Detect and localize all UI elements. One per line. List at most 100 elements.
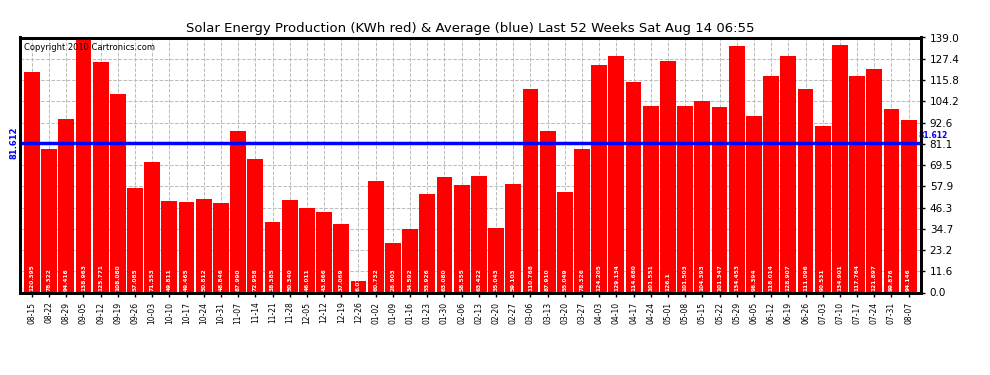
- Text: 126.1: 126.1: [665, 272, 670, 291]
- Bar: [815, 126, 831, 292]
- Bar: [832, 45, 847, 292]
- Text: 55.049: 55.049: [562, 268, 567, 291]
- Bar: [798, 89, 814, 292]
- Bar: [127, 188, 143, 292]
- Bar: [694, 101, 710, 292]
- Text: 87.990: 87.990: [236, 268, 241, 291]
- Bar: [574, 149, 590, 292]
- Bar: [505, 184, 521, 292]
- Text: 49.465: 49.465: [184, 268, 189, 291]
- Text: 34.592: 34.592: [408, 268, 413, 291]
- Text: 71.353: 71.353: [149, 268, 154, 291]
- Bar: [746, 116, 762, 292]
- Bar: [609, 56, 625, 292]
- Bar: [901, 120, 917, 292]
- Bar: [883, 109, 899, 292]
- Bar: [402, 229, 418, 292]
- Bar: [367, 181, 383, 292]
- Text: 104.393: 104.393: [700, 264, 705, 291]
- Bar: [437, 177, 452, 292]
- Bar: [42, 149, 57, 292]
- Text: Copyright 2010 Cartronics.com: Copyright 2010 Cartronics.com: [25, 43, 155, 52]
- Text: 78.326: 78.326: [579, 268, 584, 291]
- Bar: [540, 131, 555, 292]
- Bar: [282, 200, 298, 292]
- Bar: [264, 222, 280, 292]
- Bar: [557, 192, 573, 292]
- Bar: [660, 61, 676, 292]
- Text: 26.803: 26.803: [390, 268, 395, 291]
- Bar: [196, 199, 212, 292]
- Bar: [677, 106, 693, 292]
- Bar: [729, 46, 744, 292]
- Text: 81.612: 81.612: [9, 126, 18, 159]
- Bar: [178, 202, 194, 292]
- Bar: [161, 201, 177, 292]
- Text: 63.422: 63.422: [476, 268, 481, 291]
- Text: 50.340: 50.340: [287, 268, 292, 291]
- Text: 114.680: 114.680: [631, 264, 637, 291]
- Bar: [523, 89, 539, 292]
- Bar: [58, 119, 74, 292]
- Text: 125.771: 125.771: [98, 264, 103, 291]
- Text: 121.897: 121.897: [872, 264, 877, 291]
- Text: 118.014: 118.014: [768, 264, 773, 291]
- Text: 110.768: 110.768: [528, 264, 533, 291]
- Text: 94.146: 94.146: [906, 268, 911, 291]
- Bar: [780, 56, 796, 292]
- Text: 128.907: 128.907: [786, 264, 791, 291]
- Bar: [145, 162, 160, 292]
- Bar: [471, 176, 487, 292]
- Text: 134.901: 134.901: [838, 264, 842, 291]
- Bar: [213, 203, 229, 292]
- Bar: [420, 194, 436, 292]
- Text: 46.011: 46.011: [304, 268, 310, 291]
- Bar: [110, 94, 126, 292]
- Bar: [248, 159, 263, 292]
- Text: 124.205: 124.205: [597, 264, 602, 291]
- Text: 81.612: 81.612: [918, 131, 947, 140]
- Text: 59.103: 59.103: [511, 268, 516, 291]
- Text: 101.503: 101.503: [683, 264, 688, 291]
- Text: 101.347: 101.347: [717, 264, 722, 291]
- Text: 6.079: 6.079: [356, 272, 361, 291]
- Text: 63.080: 63.080: [442, 268, 446, 291]
- Bar: [453, 185, 469, 292]
- Text: 72.958: 72.958: [252, 268, 257, 291]
- Text: 99.876: 99.876: [889, 268, 894, 291]
- Bar: [591, 64, 607, 292]
- Text: 108.080: 108.080: [115, 264, 121, 291]
- Text: 58.555: 58.555: [459, 268, 464, 291]
- Bar: [643, 106, 658, 292]
- Bar: [626, 82, 642, 292]
- Text: 87.910: 87.910: [545, 268, 550, 291]
- Bar: [488, 228, 504, 292]
- Bar: [231, 131, 247, 292]
- Text: 60.732: 60.732: [373, 268, 378, 291]
- Text: 129.134: 129.134: [614, 264, 619, 291]
- Bar: [75, 38, 91, 292]
- Text: 96.394: 96.394: [751, 268, 756, 291]
- Bar: [299, 208, 315, 292]
- Title: Solar Energy Production (KWh red) & Average (blue) Last 52 Weeks Sat Aug 14 06:5: Solar Energy Production (KWh red) & Aver…: [186, 22, 754, 35]
- Text: 120.395: 120.395: [30, 264, 35, 291]
- Text: 50.812: 50.812: [201, 268, 206, 291]
- Text: 134.453: 134.453: [735, 264, 740, 291]
- Bar: [316, 212, 332, 292]
- Text: 49.811: 49.811: [167, 268, 172, 291]
- Bar: [712, 106, 728, 292]
- Text: 53.926: 53.926: [425, 268, 430, 291]
- Text: 78.322: 78.322: [47, 268, 51, 291]
- Text: 111.096: 111.096: [803, 264, 808, 291]
- Bar: [849, 76, 865, 292]
- Text: 117.764: 117.764: [854, 264, 859, 291]
- Text: 37.069: 37.069: [339, 268, 344, 291]
- Bar: [866, 69, 882, 292]
- Text: 38.385: 38.385: [270, 268, 275, 291]
- Text: 138.963: 138.963: [81, 264, 86, 291]
- Bar: [24, 72, 40, 292]
- Text: 57.085: 57.085: [133, 268, 138, 291]
- Text: 94.416: 94.416: [63, 268, 68, 291]
- Text: 35.043: 35.043: [494, 268, 499, 291]
- Bar: [334, 225, 349, 292]
